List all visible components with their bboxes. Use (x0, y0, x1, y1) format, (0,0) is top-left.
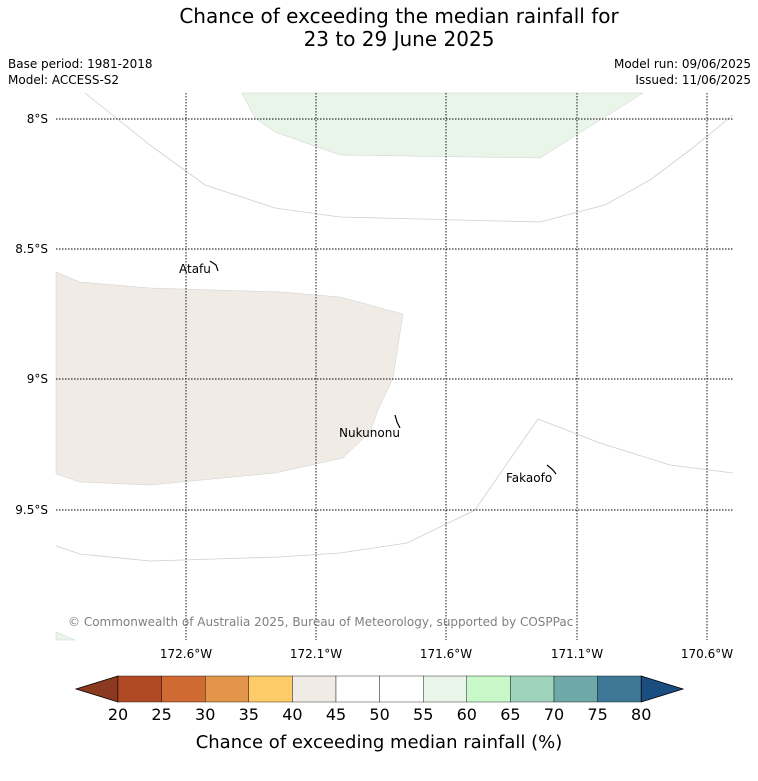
colorbar-segment (466, 675, 511, 703)
colorbar-tick-label: 25 (151, 705, 171, 724)
place-label-nukunonu: Nukunonu (339, 426, 400, 440)
colorbar-tick-label: 60 (457, 705, 477, 724)
colorbar-segment (379, 675, 424, 703)
atoll-outlines (209, 260, 557, 475)
map-title: Chance of exceeding the median rainfall … (0, 5, 758, 51)
colorbar-tick-label: 30 (195, 705, 215, 724)
region-55-60-corner (55, 631, 76, 641)
model-run-text: Model run: 09/06/2025 (613, 57, 751, 71)
colorbar-segment (204, 675, 249, 703)
region-55-60-north (241, 92, 644, 159)
fakaofo-atoll (546, 464, 557, 475)
lat-labels: 8°S 8.5°S 9°S 9.5°S (15, 112, 48, 517)
lon-label-171-1w: 171.1°W (551, 647, 603, 661)
lon-label-170-6w: 170.6°W (681, 647, 733, 661)
colorbar-label: Chance of exceeding median rainfall (%) (195, 732, 563, 753)
nukunonu-atoll (394, 414, 401, 429)
colorbar-tick-label: 35 (239, 705, 259, 724)
colorbar-tick-label: 80 (631, 705, 651, 724)
colorbar-segment (553, 675, 598, 703)
atafu-atoll (209, 260, 219, 272)
copyright-notice: © Commonwealth of Australia 2025, Bureau… (68, 615, 573, 629)
header-left: Base period: 1981-2018 Model: ACCESS-S2 (8, 56, 153, 88)
contour-lines (55, 92, 734, 562)
colorbar-segment (248, 675, 293, 703)
colorbar-tick-label: 20 (108, 705, 128, 724)
colorbar-tick-label: 65 (500, 705, 520, 724)
lat-label-9s: 9°S (27, 372, 48, 386)
lon-label-172-6w: 172.6°W (160, 647, 212, 661)
place-label-atafu: Atafu (179, 262, 211, 276)
issued-text: Issued: 11/06/2025 (635, 73, 751, 87)
colorbar-tick-label: 70 (544, 705, 564, 724)
lon-label-172-1w: 172.1°W (290, 647, 342, 661)
colorbar-segment (423, 675, 468, 703)
lat-label-8s: 8°S (27, 112, 48, 126)
lon-labels: 172.6°W 172.1°W 171.6°W 171.1°W 170.6°W (160, 647, 733, 661)
colorbar-segment (597, 675, 642, 703)
model-text: Model: ACCESS-S2 (8, 73, 120, 87)
colorbar-segment (510, 675, 555, 703)
colorbar-segment (117, 675, 162, 703)
colorbar-tick-label: 50 (369, 705, 389, 724)
colorbar-segment (335, 675, 380, 703)
colorbar-extend-low (74, 675, 119, 703)
colorbar-tick-label: 45 (326, 705, 346, 724)
header-right: Model run: 09/06/2025 Issued: 11/06/2025 (614, 56, 751, 88)
base-period-text: Base period: 1981-2018 (8, 57, 153, 71)
place-label-fakaofo: Fakaofo (506, 471, 552, 485)
graticule (56, 93, 733, 640)
colorbar (74, 675, 685, 703)
colorbar-segment (161, 675, 206, 703)
colorbar-segment (292, 675, 337, 703)
colorbar-extend-high (640, 675, 685, 703)
title-line-1: Chance of exceeding the median rainfall … (179, 4, 619, 28)
lat-label-8-5s: 8.5°S (15, 242, 48, 256)
lon-label-171-6w: 171.6°W (420, 647, 472, 661)
title-line-2: 23 to 29 June 2025 (303, 27, 495, 51)
colorbar-tick-label: 55 (413, 705, 433, 724)
colorbar-ticks: 20 25 30 35 40 45 50 55 60 65 70 75 80 (108, 705, 652, 724)
place-labels: Atafu Nukunonu Fakaofo (179, 262, 552, 485)
colorbar-tick-label: 40 (282, 705, 302, 724)
region-40-45-west (55, 271, 404, 486)
lat-label-9-5s: 9.5°S (15, 503, 48, 517)
colorbar-tick-label: 75 (587, 705, 607, 724)
